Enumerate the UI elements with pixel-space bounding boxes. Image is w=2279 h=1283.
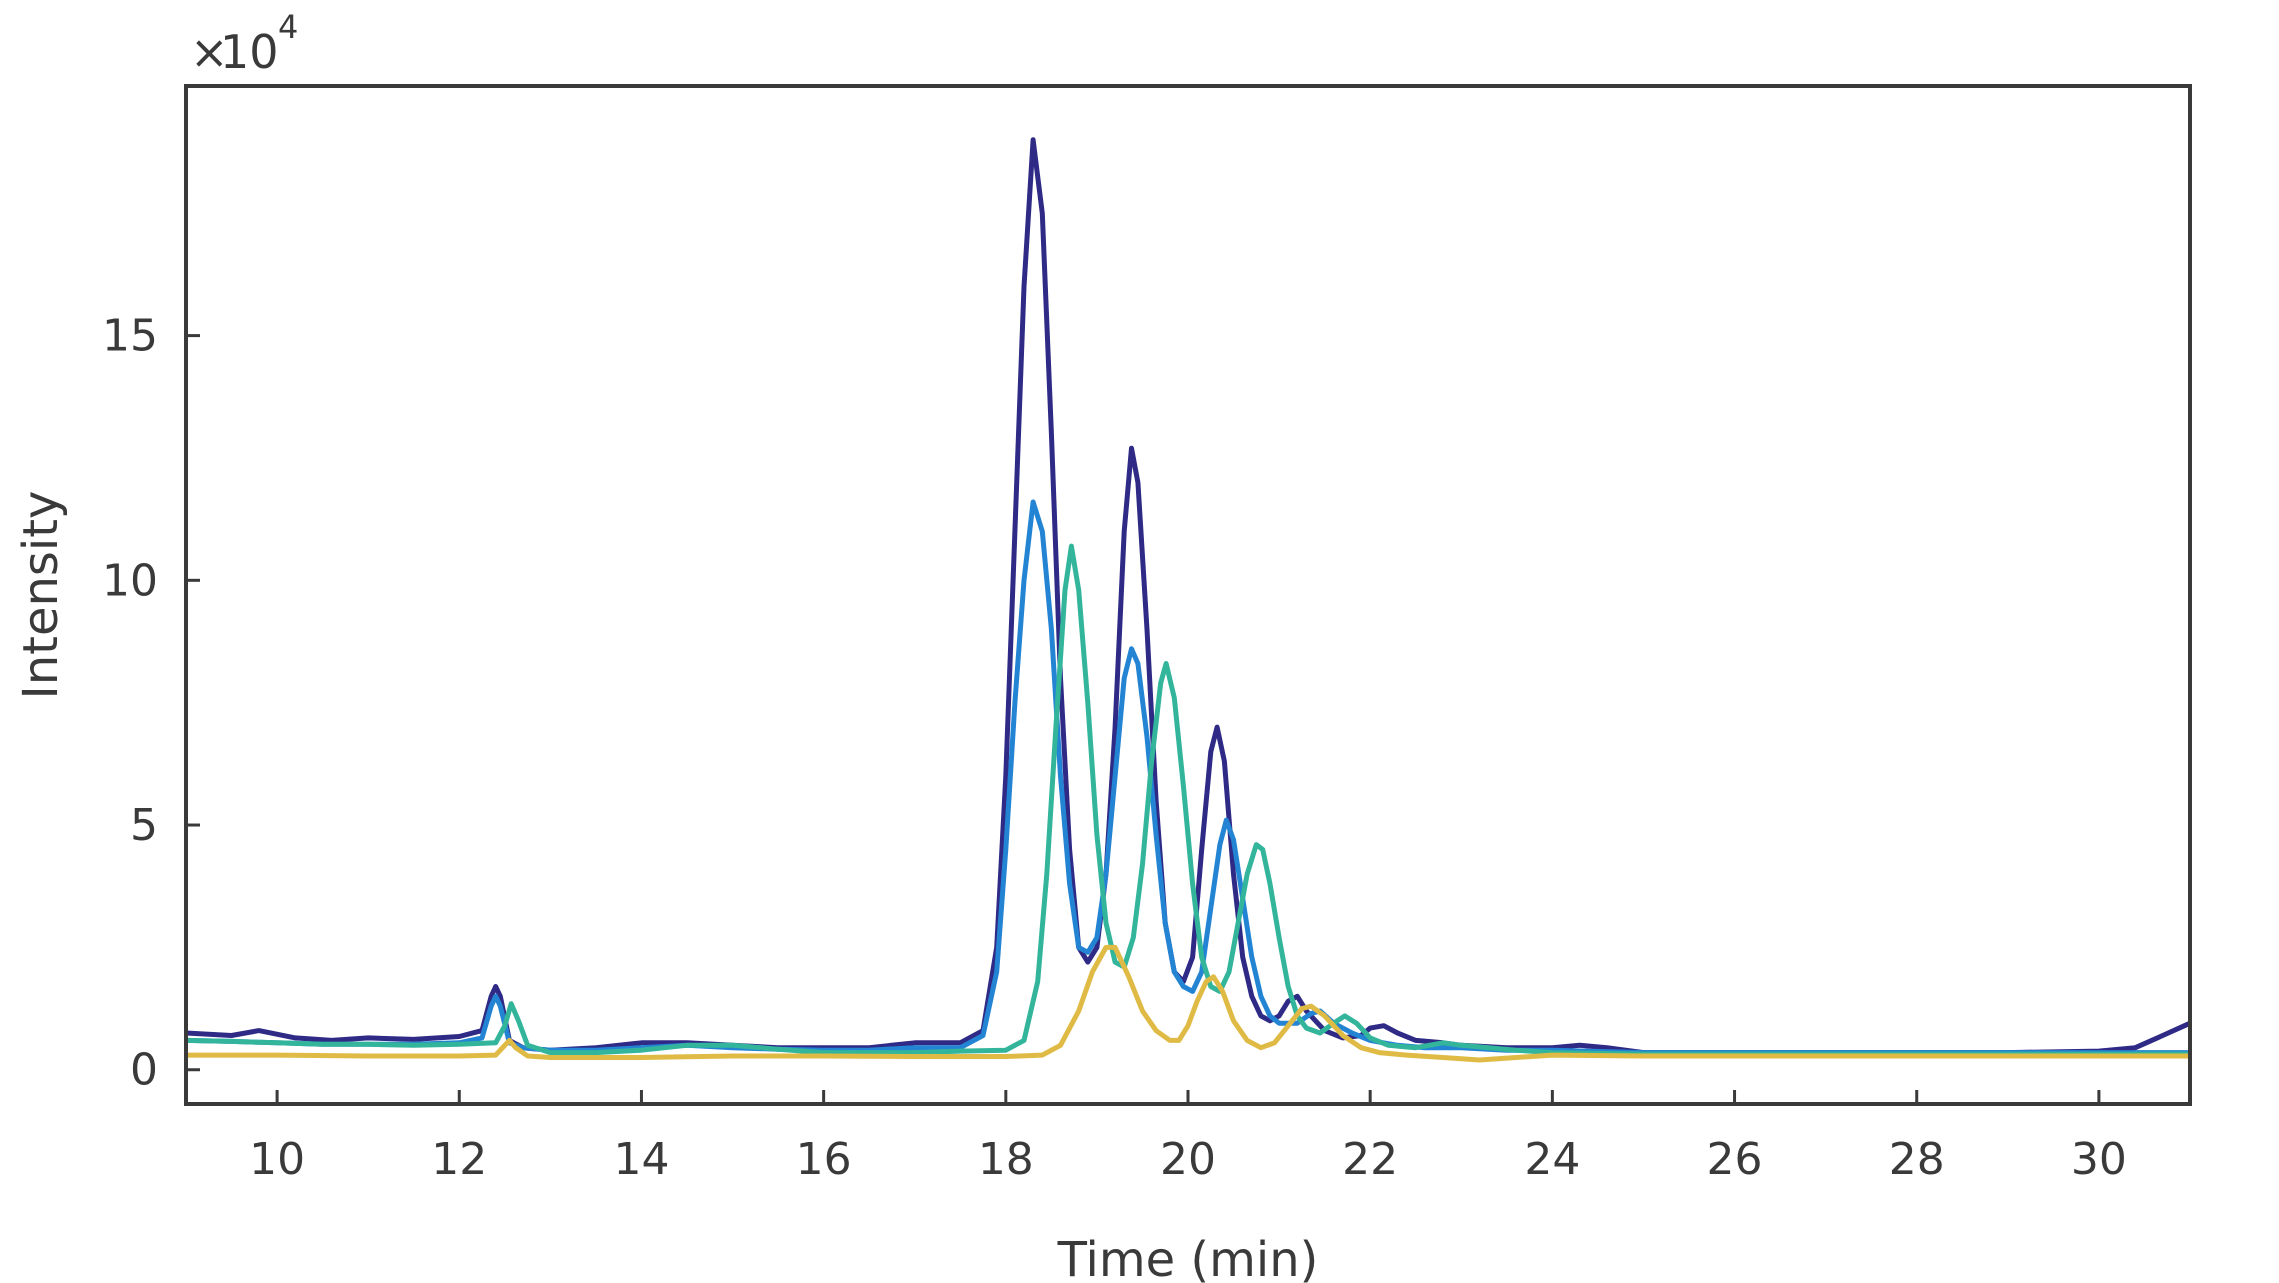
series-line-1 [186,137,2190,1056]
y-tick-label: 5 [130,800,158,851]
y-scale-multiplier: × 10 4 [190,8,298,79]
multiplier-base: 10 [220,25,279,79]
x-tick-label: 22 [1342,1134,1398,1185]
x-tick-label: 20 [1160,1134,1216,1185]
x-tick-label: 14 [613,1134,669,1185]
x-axis-ticks: 10 12 14 16 18 20 22 24 26 28 30 [249,1090,2127,1185]
y-tick-label: 0 [130,1045,158,1096]
y-axis-label: Intensity [13,491,69,700]
series-line-3 [186,543,2190,1057]
multiplier-times: × [190,25,229,79]
x-tick-label: 30 [2071,1134,2127,1185]
y-axis-ticks: 0 5 10 15 [102,311,200,1096]
multiplier-exponent: 4 [278,8,298,46]
x-axis-label: Time (min) [1057,1232,1319,1283]
x-tick-label: 10 [249,1134,305,1185]
x-tick-label: 18 [978,1134,1034,1185]
x-tick-label: 24 [1524,1134,1580,1185]
series-layer [186,137,2190,1063]
y-tick-label: 10 [102,555,158,606]
x-tick-label: 16 [796,1134,852,1185]
series-line-4 [186,944,2190,1063]
y-tick-label: 15 [102,311,158,362]
x-tick-label: 28 [1889,1134,1945,1185]
plot-frame [184,84,2192,1106]
x-tick-label: 26 [1707,1134,1763,1185]
x-tick-label: 12 [431,1134,487,1185]
